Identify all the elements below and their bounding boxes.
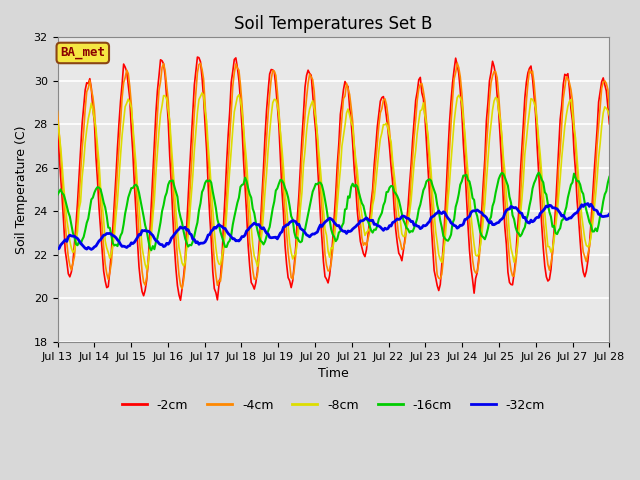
Legend: -2cm, -4cm, -8cm, -16cm, -32cm: -2cm, -4cm, -8cm, -16cm, -32cm: [116, 394, 550, 417]
Title: Soil Temperatures Set B: Soil Temperatures Set B: [234, 15, 433, 33]
X-axis label: Time: Time: [318, 367, 349, 380]
Y-axis label: Soil Temperature (C): Soil Temperature (C): [15, 125, 28, 254]
Text: BA_met: BA_met: [60, 47, 106, 60]
